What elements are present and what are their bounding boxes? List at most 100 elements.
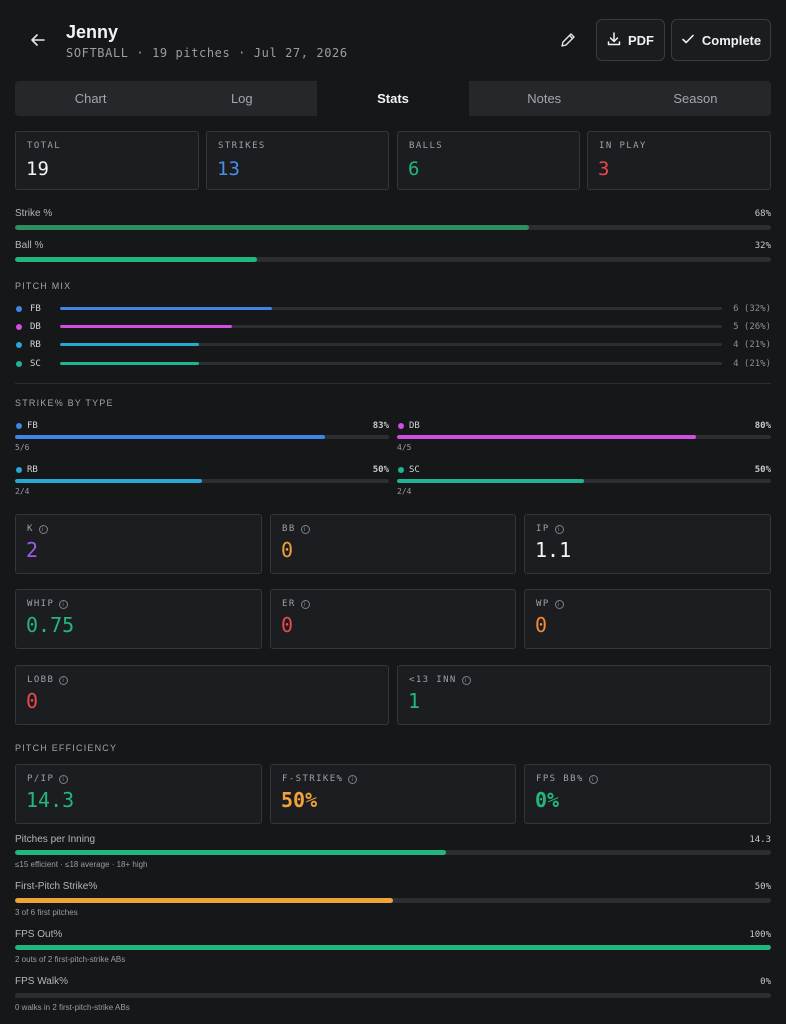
session-subtitle: SOFTBALL · 19 pitches · Jul 27, 2026 [66,46,348,60]
info-icon[interactable]: i [554,524,564,534]
fps-out-value: 100% [749,930,771,940]
db-label: DB [30,322,41,332]
rb-type-ratio: 2/4 [15,487,30,496]
er-value: 0 [281,613,294,637]
lobb-value: 0 [26,689,39,713]
total-label: TOTAL [27,141,62,151]
fps-pct-label: First-Pitch Strike% [15,881,98,892]
ip-card: IP i 1.1 [524,514,771,574]
fps-walk-bar [15,993,771,998]
strikes-card: STRIKES 13 [206,131,389,190]
info-icon[interactable]: i [588,774,598,784]
info-icon[interactable]: i [461,675,471,685]
in-play-value: 3 [598,158,610,180]
db-type-fill [397,435,697,439]
info-icon[interactable]: i [38,524,48,534]
sc-count: 4 (21%) [733,359,771,369]
download-icon [607,31,621,49]
db-type-pct: 80% [754,421,771,431]
rb-type-dot [16,467,22,473]
info-icon[interactable]: i [300,599,310,609]
pencil-icon[interactable] [556,28,580,52]
tab-season[interactable]: Season [673,91,718,106]
lobb-card: LOBB i 0 [15,665,389,725]
fps-out-fill [15,945,771,950]
p-ip-value: 14.3 [26,788,75,812]
tab-stats[interactable]: Stats [317,81,469,116]
info-icon[interactable]: i [59,774,69,784]
rb-type-fill [15,479,202,483]
ball-pct-bar [15,257,771,262]
balls-card: BALLS 6 [397,131,580,190]
pitch-mix-title: PITCH MIX [15,281,72,291]
ppi-label: Pitches per Inning [15,834,96,845]
f-strike-card: F-STRIKE% i 50% [270,764,516,824]
bb-label: BB i [282,524,310,534]
lobb-label: LOBB i [27,675,69,685]
tab-log[interactable]: Log [230,91,253,106]
fb-type-ratio: 5/6 [15,443,30,452]
strike-pct-fill [15,225,530,230]
rb-mix-bar [60,343,722,346]
info-icon[interactable]: i [59,675,69,685]
whip-value: 0.75 [26,613,75,637]
fb-type-label: FB [27,421,38,431]
rb-type-pct: 50% [372,465,389,475]
fb-mix-fill [60,307,272,310]
rb-dot [16,342,22,348]
sc-type-fill [397,479,584,483]
rb-type-bar [15,479,389,483]
fps-out-label: FPS Out% [15,929,63,940]
whip-label: WHIP i [27,599,69,609]
info-icon[interactable]: i [59,599,69,609]
ppi-note: ≤15 efficient · ≤18 average · 18+ high [15,860,148,869]
db-mix-fill [60,325,233,328]
sc-type-dot [398,467,404,473]
info-icon[interactable]: i [300,524,310,534]
whip-card: WHIP i 0.75 [15,589,262,649]
pdf-label: PDF [628,32,654,48]
pdf-button[interactable]: PDF [596,19,665,61]
total-value: 19 [26,158,49,180]
ip-value: 1.1 [535,538,572,562]
ball-pct-value: 32% [754,241,771,251]
under-13-inn-card: <13 INN i 1 [397,665,771,725]
fps-out-note: 2 outs of 2 first-pitch-strike ABs [15,955,126,964]
db-dot [16,324,22,330]
complete-button[interactable]: Complete [671,19,771,61]
back-arrow-icon[interactable] [26,28,50,52]
rb-mix-fill [60,343,200,346]
fps-bb-card: FPS BB% i 0% [524,764,771,824]
fps-bb-label: FPS BB% i [536,774,598,784]
sc-label: SC [30,359,41,369]
sc-mix-fill [60,362,200,365]
info-icon[interactable]: i [554,599,564,609]
ball-pct-label: Ball % [15,240,44,251]
tab-chart[interactable]: Chart [74,91,107,106]
fb-count: 6 (32%) [733,304,771,314]
bb-value: 0 [281,538,294,562]
in-play-label: IN PLAY [599,141,647,151]
sc-type-pct: 50% [754,465,771,475]
under-13-inn-value: 1 [408,689,421,713]
db-type-dot [398,423,404,429]
db-mix-bar [60,325,722,328]
header: Jenny SOFTBALL · 19 pitches · Jul 27, 20… [0,0,786,80]
fps-walk-label: FPS Walk% [15,976,68,987]
fb-label: FB [30,304,41,314]
fps-bb-value: 0% [535,788,560,812]
fps-pct-bar [15,898,771,903]
bb-card: BB i 0 [270,514,516,574]
rb-count: 4 (21%) [733,340,771,350]
k-value: 2 [26,538,39,562]
sc-type-ratio: 2/4 [397,487,412,496]
db-type-bar [397,435,771,439]
strike-by-type-title: STRIKE% BY TYPE [15,398,114,408]
db-count: 5 (26%) [733,322,771,332]
fb-type-bar [15,435,389,439]
total-card: TOTAL 19 [15,131,199,190]
info-icon[interactable]: i [348,774,358,784]
f-strike-value: 50% [281,788,318,812]
balls-value: 6 [408,158,420,180]
tab-notes[interactable]: Notes [527,91,562,106]
